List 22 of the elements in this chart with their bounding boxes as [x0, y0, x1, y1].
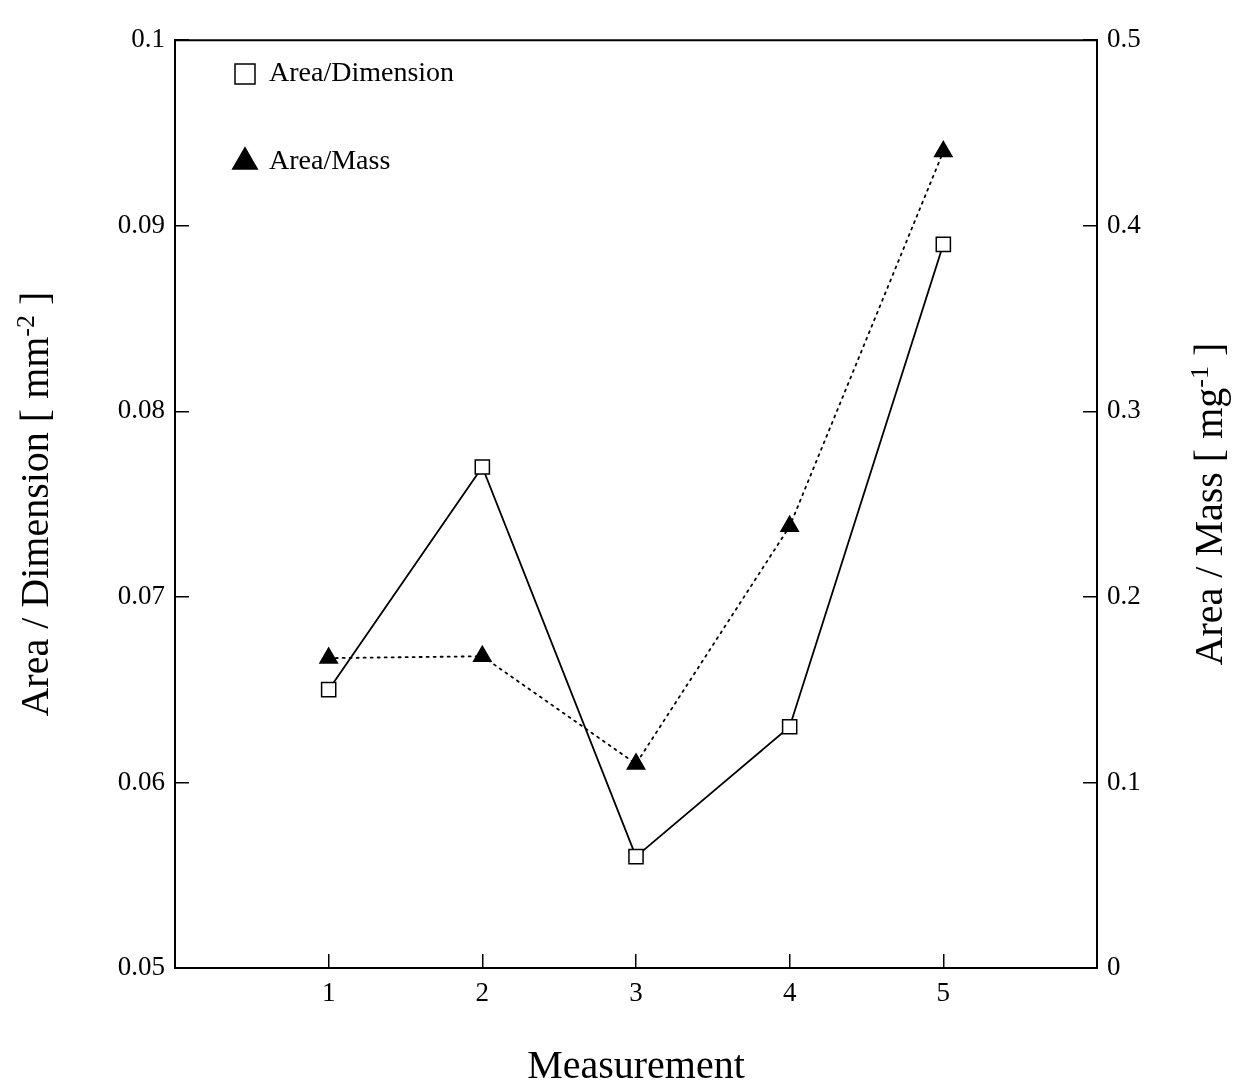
y2-tick-label: 0.4 — [1107, 208, 1142, 239]
x-tick-label: 5 — [936, 977, 951, 1008]
y-tick-label: 0.08 — [117, 394, 165, 425]
y-tick-label: 0.06 — [117, 765, 165, 796]
y-tick-label: 0.05 — [117, 951, 165, 982]
y-tick-label: 0.1 — [131, 23, 165, 54]
x-tick-label: 3 — [629, 977, 643, 1008]
x-tick-label: 2 — [475, 977, 490, 1008]
legend-label: Area/Mass — [269, 144, 391, 176]
y2-tick-label: 0.3 — [1107, 394, 1141, 425]
x-axis-title: Measurement — [527, 1042, 745, 1087]
y2-tick-label: 0.5 — [1107, 23, 1141, 54]
legend-label: Area/Dimension — [269, 56, 455, 88]
y-axis-title: Area / Dimension [ mm-2 ] — [11, 291, 57, 717]
x-tick-label: 1 — [321, 977, 336, 1008]
y-tick-label: 0.07 — [117, 579, 165, 610]
x-tick-label: 4 — [782, 977, 797, 1008]
y2-tick-label: 0.1 — [1107, 765, 1141, 796]
y2-axis-title: Area / Mass [ mg-1 ] — [1185, 342, 1231, 666]
y2-tick-label: 0 — [1107, 951, 1121, 982]
y-tick-label: 0.09 — [117, 208, 165, 239]
y2-tick-label: 0.2 — [1107, 579, 1141, 610]
